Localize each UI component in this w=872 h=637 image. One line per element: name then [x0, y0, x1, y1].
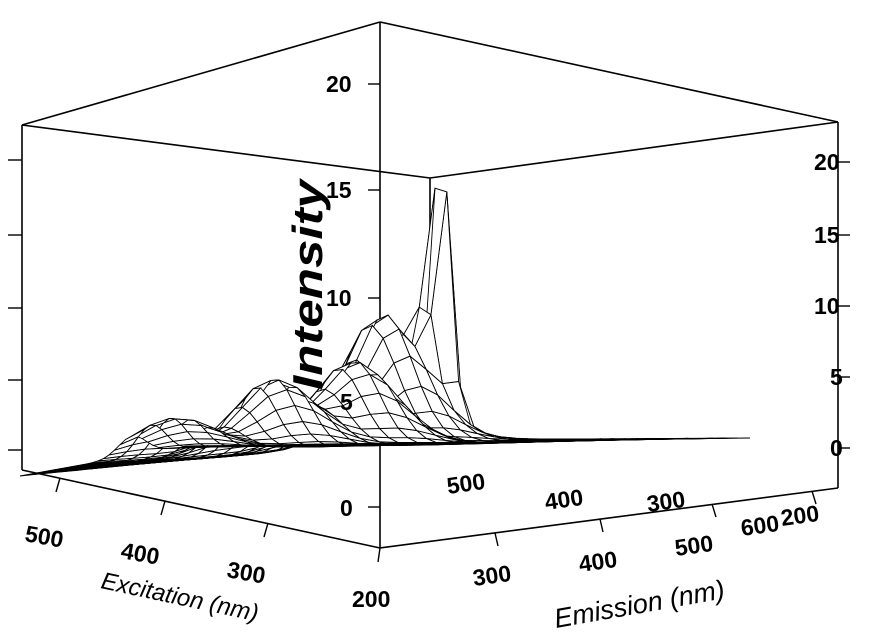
floor-edge-left: [21, 469, 381, 549]
top-edge-back: [379, 21, 839, 123]
tick: [811, 490, 817, 505]
emission-tick-label-400: 400: [577, 546, 619, 577]
right-tick-label-20: 20: [814, 149, 840, 175]
floor-tick-label-400: 400: [543, 484, 585, 515]
z-axis-title: Intensity: [284, 177, 331, 390]
tick: [599, 518, 604, 533]
excitation-tick-label-500: 500: [23, 520, 65, 552]
excitation-tick-label-200: 200: [352, 586, 390, 612]
surface-mesh: [19, 187, 751, 477]
tick: [160, 500, 166, 516]
floor-edge-right: [379, 487, 839, 549]
excitation-tick-label-300: 300: [225, 556, 267, 588]
back-tick-label-15: 15: [326, 177, 352, 203]
back-tick-label-5: 5: [340, 389, 353, 415]
left-outer-ticks: [8, 159, 22, 451]
emission-tick-label-300: 300: [471, 560, 513, 591]
right-tick-label-5: 5: [830, 364, 843, 390]
right-tick-label-10: 10: [814, 293, 840, 319]
back-tick-label-0: 0: [340, 495, 353, 521]
emission-axis-title: Emission (nm): [552, 574, 727, 634]
tick: [377, 547, 381, 563]
top-edge-front-right: [429, 121, 839, 179]
floor-tick-label-300: 300: [645, 486, 687, 517]
tick: [494, 532, 499, 547]
emission-tick-label-500: 500: [673, 530, 715, 561]
right-tick-label-15: 15: [814, 222, 840, 248]
top-edge-left: [21, 21, 381, 126]
tick: [55, 477, 61, 493]
back-tick-label-10: 10: [326, 285, 352, 311]
tick: [711, 503, 717, 518]
surface-cell: [19, 473, 40, 477]
axis-labels: 20 15 10 5 0 20 15 10 5 0 500 400 300 20…: [23, 71, 843, 634]
top-edge-front-left: [21, 124, 431, 179]
plot-box: [21, 21, 839, 549]
floor-ticks: [55, 477, 817, 563]
emission-tick-label-600: 600: [739, 510, 781, 541]
tick: [263, 522, 269, 538]
back-tick-label-20: 20: [326, 71, 352, 97]
floor-tick-label-500: 500: [445, 468, 487, 499]
right-axis-ticks: [838, 161, 850, 449]
floor-tick-label-200: 200: [779, 500, 821, 531]
right-tick-label-0: 0: [830, 435, 843, 461]
excitation-tick-label-400: 400: [119, 537, 161, 569]
